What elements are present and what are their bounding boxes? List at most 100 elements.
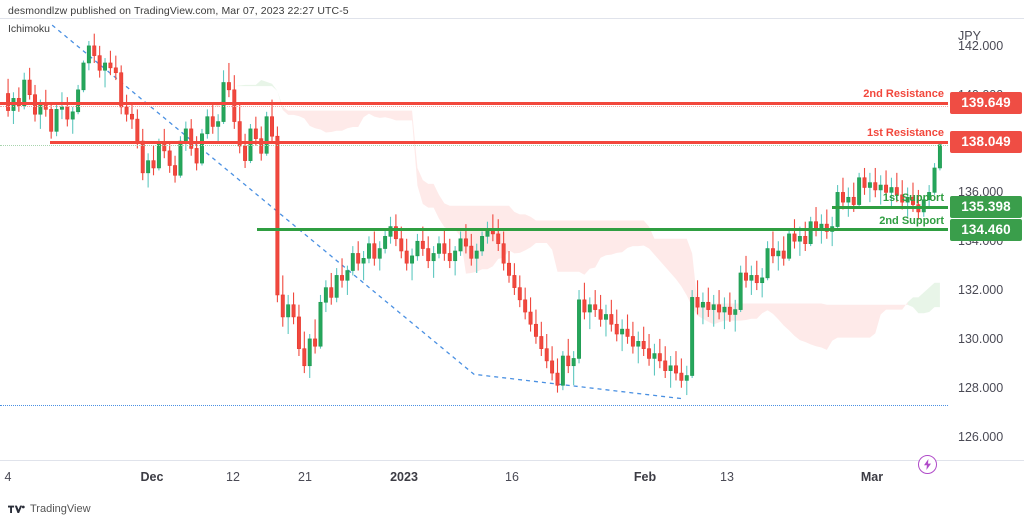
level-line-label: 2nd Support xyxy=(879,214,944,227)
candle-body xyxy=(695,297,700,308)
candle-body xyxy=(420,240,425,249)
candle-body xyxy=(280,294,285,318)
price-badge: 135.398 xyxy=(950,196,1022,219)
candle-body xyxy=(243,145,248,161)
candle-body xyxy=(700,301,705,308)
candle-body xyxy=(119,72,124,108)
candle-body xyxy=(539,336,544,349)
candle-body xyxy=(399,238,404,252)
candle-body xyxy=(426,248,431,262)
candle-body xyxy=(733,309,738,315)
candle-body xyxy=(663,360,668,371)
footer: TradingView xyxy=(8,503,91,515)
dotted-guide-line xyxy=(0,404,948,406)
candle-body xyxy=(205,116,210,135)
time-tick: 21 xyxy=(298,470,312,484)
candle-body xyxy=(237,121,242,147)
candle-body xyxy=(313,338,318,347)
candle-body xyxy=(867,182,872,188)
candle-body xyxy=(340,275,345,281)
candle-body xyxy=(652,353,657,359)
candle-body xyxy=(383,236,388,249)
candle-body xyxy=(86,45,91,64)
dotted-guide-line xyxy=(0,144,948,146)
candle-body xyxy=(787,233,792,259)
time-tick: Feb xyxy=(633,470,657,484)
candle-body xyxy=(878,184,883,191)
candle-body xyxy=(647,348,652,359)
candle-body xyxy=(512,275,517,288)
candle-body xyxy=(151,160,156,169)
candle-body xyxy=(533,323,538,337)
candle-body xyxy=(377,248,382,259)
candle-body xyxy=(259,138,264,154)
level-line[interactable] xyxy=(832,205,948,209)
candle-body xyxy=(566,355,571,367)
candle-body xyxy=(27,79,32,96)
price-axis[interactable]: JPY 142.000140.000138.000136.000134.0001… xyxy=(948,18,1024,461)
candle-body xyxy=(496,233,501,244)
price-tick: 128.000 xyxy=(958,380,1004,395)
price-tick: 142.000 xyxy=(958,38,1004,53)
candle-body xyxy=(582,299,587,313)
chart-plot-area[interactable]: Ichimoku 2nd Resistance 1st Resistance 1st… xyxy=(0,18,949,461)
candle-body xyxy=(571,358,576,367)
level-line[interactable] xyxy=(50,140,948,144)
candle-body xyxy=(302,348,307,367)
candle-body xyxy=(770,248,775,257)
candle-body xyxy=(614,323,619,335)
candle-body xyxy=(318,301,323,347)
candle-body xyxy=(76,89,81,113)
level-line[interactable] xyxy=(257,228,948,232)
candle-body xyxy=(862,177,867,188)
price-tick: 126.000 xyxy=(958,429,1004,444)
candle-body xyxy=(103,62,108,71)
candle-body xyxy=(937,144,942,169)
candle-body xyxy=(372,243,377,259)
candle-body xyxy=(873,182,878,191)
price-badge: 134.460 xyxy=(950,218,1022,241)
time-tick: Dec xyxy=(140,470,164,484)
candle-body xyxy=(59,106,64,110)
level-line[interactable] xyxy=(0,101,948,105)
candle-body xyxy=(894,187,899,196)
candle-body xyxy=(65,106,70,120)
candle-body xyxy=(744,272,748,281)
candle-body xyxy=(636,341,641,347)
candle-body xyxy=(593,304,598,310)
candle-body xyxy=(711,304,716,310)
candle-body xyxy=(226,82,231,91)
candle-body xyxy=(792,233,797,242)
candle-body xyxy=(625,328,630,337)
candle-body xyxy=(884,184,889,193)
price-tick: 130.000 xyxy=(958,331,1004,346)
time-tick: 4 xyxy=(4,470,12,484)
kijun-projection-line xyxy=(51,24,683,400)
candle-body xyxy=(178,140,183,176)
candle-body xyxy=(781,250,786,259)
candle-body xyxy=(189,128,194,149)
indicator-legend-label[interactable]: Ichimoku xyxy=(8,23,51,35)
candle-body xyxy=(270,116,274,137)
candle-body xyxy=(156,143,161,169)
candle-body xyxy=(674,365,678,374)
candle-body xyxy=(857,177,862,205)
time-axis[interactable]: 4 Dec 12 21 2023 16 Feb 13 Mar xyxy=(0,460,949,497)
candle-body xyxy=(135,118,140,142)
price-badge: 139.649 xyxy=(950,92,1022,115)
candle-body xyxy=(92,45,97,56)
candle-body xyxy=(690,297,695,376)
level-line-label: 1st Support xyxy=(882,192,944,205)
level-line-label: 1st Resistance xyxy=(866,127,944,140)
candle-body xyxy=(447,253,452,262)
ichimoku-cloud xyxy=(282,106,908,350)
candle-body xyxy=(356,253,361,264)
candle-body xyxy=(808,221,813,244)
candle-body xyxy=(54,109,59,132)
candle-body xyxy=(803,236,808,244)
candle-body xyxy=(603,314,608,320)
candle-body xyxy=(717,304,722,313)
lightning-bolt-icon[interactable] xyxy=(918,455,937,474)
candle-body xyxy=(361,258,366,264)
